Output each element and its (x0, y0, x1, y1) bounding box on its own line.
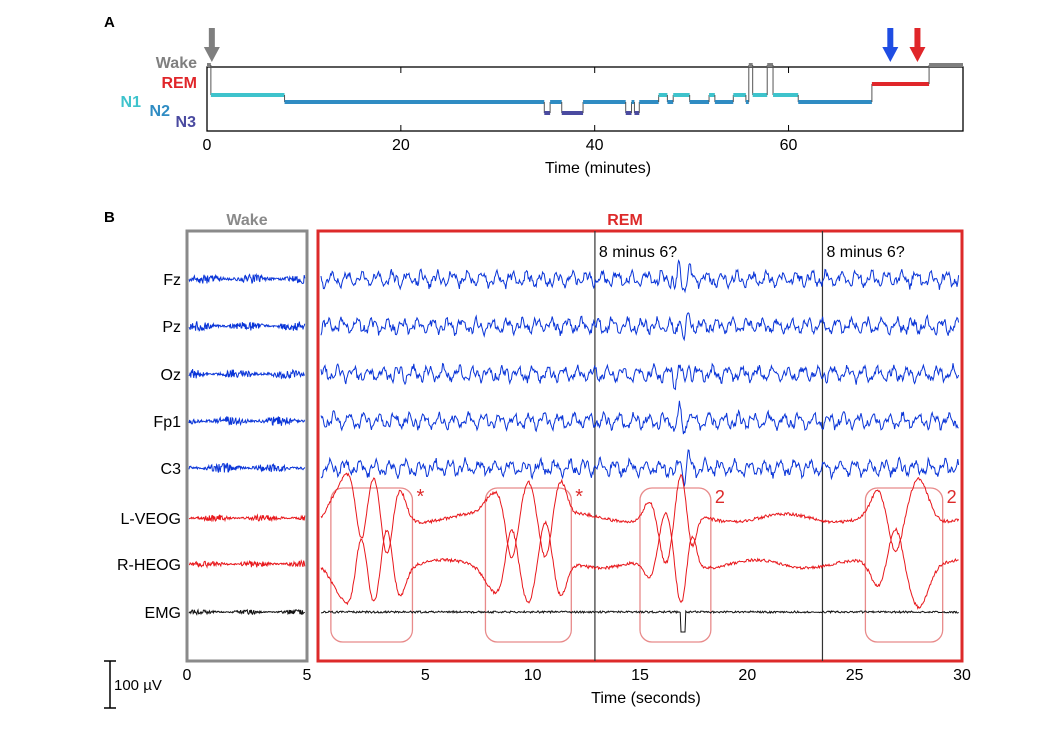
wake-title: Wake (226, 212, 267, 229)
eye-movement-box (639, 487, 712, 643)
wake-trace-emg (188, 608, 306, 616)
panel-b-label: B (104, 209, 115, 226)
wake-trace-oz (188, 368, 305, 380)
arrow-icon (203, 28, 220, 62)
channel-label-c3: C3 (161, 461, 182, 478)
scale-bar-label: 100 µV (114, 677, 162, 694)
channel-traces (188, 259, 960, 633)
eye-movement-box (864, 487, 944, 643)
hypnogram-arrows (203, 28, 926, 62)
eye-movement-box (484, 487, 572, 643)
hypnogram-trace (207, 63, 963, 115)
eye-movement-boxes: * * 2 2 (330, 486, 957, 643)
scale-bar: 100 µV (104, 660, 162, 709)
rem-trace-c3 (320, 449, 960, 487)
hypnogram-tick-label: 40 (586, 137, 604, 154)
hypnogram-tick-label: 60 (780, 137, 798, 154)
arrow-icon (882, 28, 899, 62)
rem-tick-label: 15 (631, 667, 649, 684)
hypnogram-tick-label: 20 (392, 137, 410, 154)
channel-label-l-veog: L-VEOG (121, 511, 181, 528)
eye-movement-box-label: 2 (715, 487, 725, 507)
eye-movement-box-label: * (575, 486, 583, 508)
rem-trace-pz (320, 312, 960, 342)
hypnogram-tick-label: 0 (203, 137, 212, 154)
wake-trace-r-heog (188, 559, 306, 569)
wake-trace-pz (188, 321, 306, 332)
hypnogram-stage-labels: Wake REM N1 N2 N3 (121, 55, 198, 131)
stage-label-n2: N2 (150, 103, 171, 120)
rem-tick-label: 30 (953, 667, 971, 684)
stage-label-rem: REM (161, 75, 197, 92)
channel-label-oz: Oz (161, 367, 181, 384)
rem-trace-r-heog (320, 511, 959, 610)
rem-frame (316, 229, 964, 663)
rem-tick-label: 20 (738, 667, 756, 684)
panel-a-label: A (104, 14, 115, 31)
channel-label-fp1: Fp1 (153, 414, 181, 431)
event-line-label: 8 minus 6? (826, 244, 904, 261)
seconds-x-axis: 0 5 5 10 15 20 25 30 (183, 667, 971, 684)
wake-trace-fz (188, 272, 306, 285)
wake-trace-c3 (188, 462, 306, 473)
event-lines: 8 minus 6? 8 minus 6? (594, 231, 905, 661)
wake-trace-l-veog (188, 513, 306, 523)
eye-movement-box (330, 487, 414, 643)
eye-movement-box-label: 2 (947, 487, 957, 507)
rem-trace-l-veog (320, 472, 960, 565)
channel-label-r-heog: R-HEOG (117, 557, 181, 574)
channel-label-emg: EMG (145, 605, 181, 622)
stage-label-wake: Wake (156, 55, 197, 72)
rem-tick-label: 25 (846, 667, 864, 684)
arrow-icon (909, 28, 926, 62)
wake-tick-label: 0 (183, 667, 192, 684)
rem-title: REM (607, 212, 643, 229)
rem-trace-fz (320, 259, 960, 294)
wake-tick-label: 5 (303, 667, 312, 684)
seconds-x-label: Time (seconds) (591, 690, 701, 707)
rem-tick-label: 5 (421, 667, 430, 684)
channel-labels: Fz Pz Oz Fp1 C3 L-VEOG R-HEOG EMG (117, 272, 181, 622)
stage-label-n1: N1 (121, 94, 142, 111)
panel-a-hypnogram: 0 20 40 60 Wake REM N1 N2 N3 Time (minutes) (121, 28, 964, 177)
channel-label-fz: Fz (163, 272, 181, 289)
panel-b-traces: Wake REM * * 2 2 8 minus 6? 8 minus 6? Fz Pz O… (104, 212, 971, 709)
eye-movement-box-label: * (416, 486, 424, 508)
hypnogram-x-label: Time (minutes) (545, 160, 651, 177)
hypnogram-x-axis: 0 20 40 60 (203, 67, 798, 154)
rem-tick-label: 10 (524, 667, 542, 684)
wake-trace-fp1 (188, 416, 306, 427)
event-line-label: 8 minus 6? (599, 244, 677, 261)
rem-trace-emg (320, 609, 959, 633)
hypnogram-frame (206, 66, 964, 132)
rem-trace-oz (320, 362, 960, 391)
stage-label-n3: N3 (176, 114, 197, 131)
rem-trace-fp1 (320, 400, 959, 435)
channel-label-pz: Pz (162, 319, 181, 336)
wake-frame (185, 229, 309, 663)
